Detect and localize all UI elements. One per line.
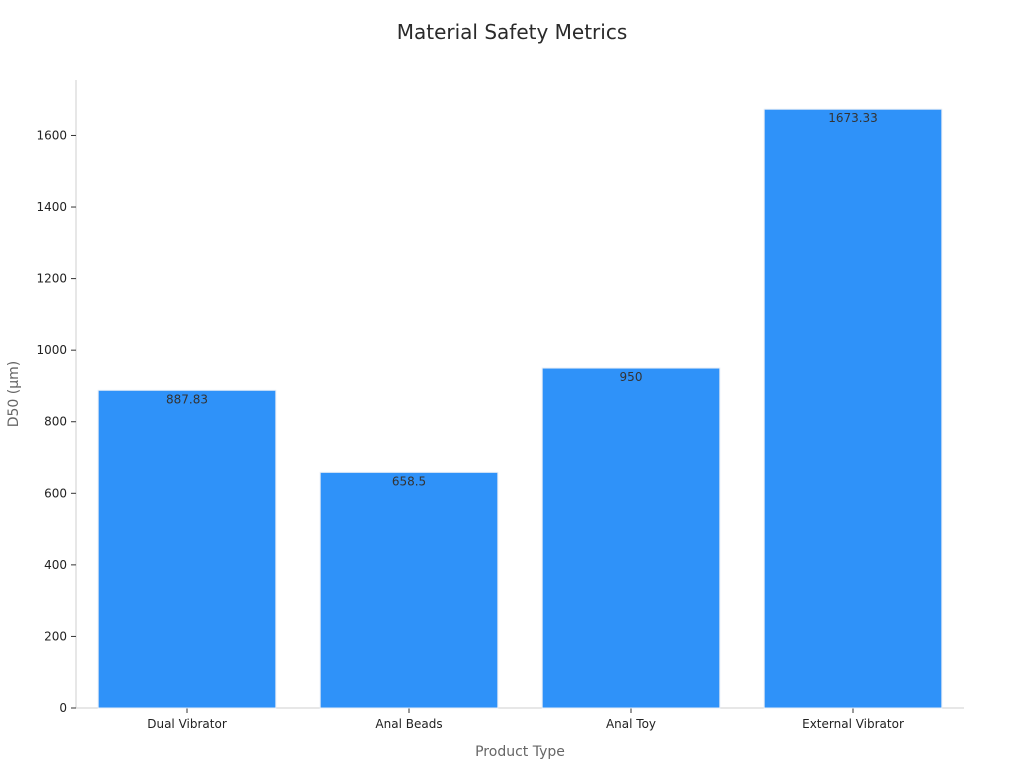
bar-data-label: 658.5 — [392, 474, 426, 488]
y-axis-label: D50 (μm) — [6, 361, 22, 428]
chart-title: Material Safety Metrics — [397, 20, 628, 44]
bar — [319, 471, 499, 709]
y-tick-label: 400 — [44, 558, 67, 572]
bar-data-label: 1673.33 — [828, 111, 878, 125]
data-labels: 887.83 658.5 950 1673.33 — [166, 111, 878, 488]
y-tick-label: 1000 — [36, 343, 67, 357]
y-axis: 0 200 400 600 800 1000 1200 1400 1600 — [36, 80, 77, 715]
x-tick-label: Dual Vibrator — [147, 717, 227, 731]
bars — [97, 108, 943, 709]
x-axis-label: Product Type — [475, 744, 565, 760]
bar — [541, 367, 721, 709]
bar — [763, 108, 943, 709]
y-tick-label: 600 — [44, 486, 67, 500]
bar-data-label: 887.83 — [166, 392, 208, 406]
y-tick-label: 200 — [44, 629, 67, 643]
y-tick-label: 0 — [59, 701, 67, 715]
x-tick-label: Anal Beads — [375, 717, 442, 731]
bar-data-label: 950 — [620, 370, 643, 384]
y-tick-label: 1600 — [36, 128, 67, 142]
x-axis: Dual Vibrator Anal Beads Anal Toy External … — [76, 707, 964, 731]
y-tick-label: 1400 — [36, 200, 67, 214]
y-tick-label: 800 — [44, 415, 67, 429]
bar — [97, 389, 277, 709]
y-tick-label: 1200 — [36, 272, 67, 286]
x-tick-label: Anal Toy — [606, 717, 656, 731]
x-tick-label: External Vibrator — [802, 717, 904, 731]
